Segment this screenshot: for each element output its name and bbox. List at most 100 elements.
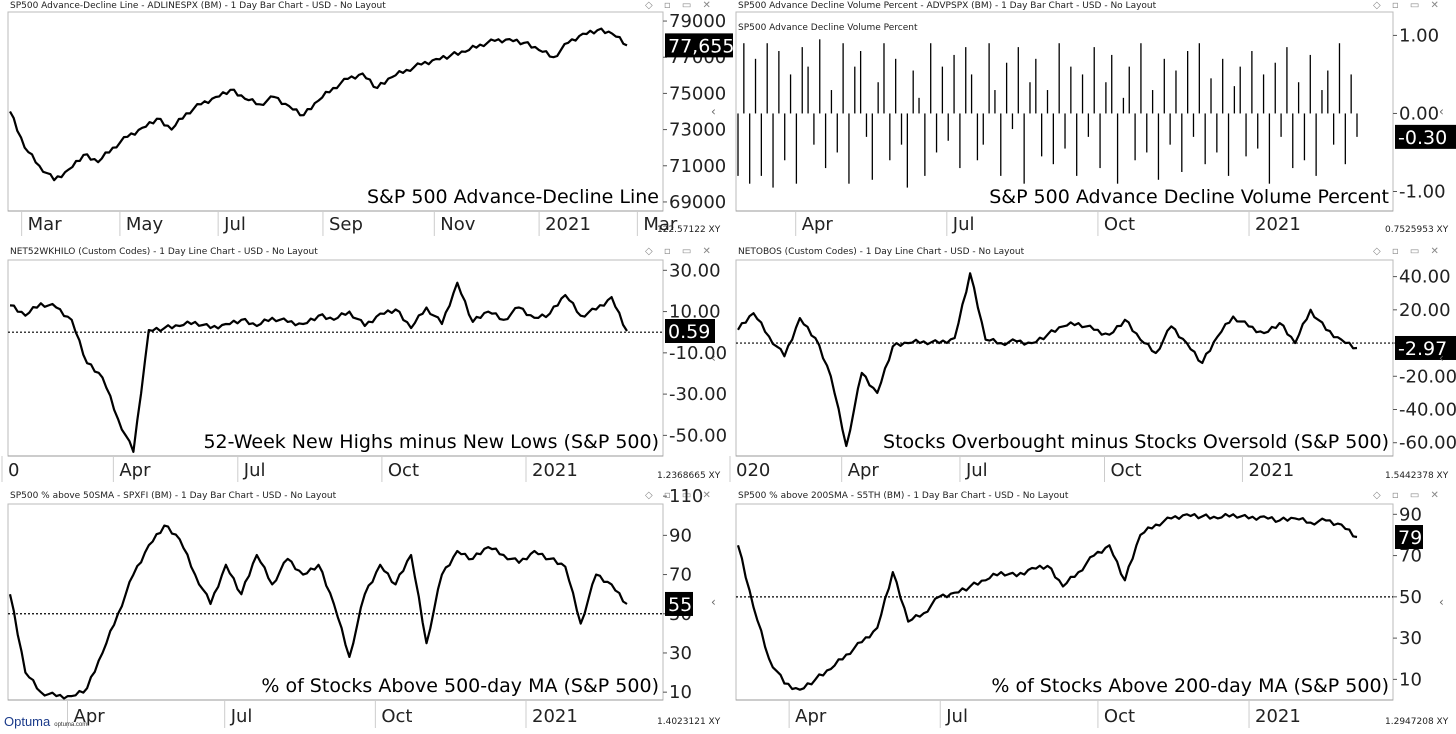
y-tick-label: 20.00	[1399, 300, 1451, 321]
x-tick-label: Mar	[643, 214, 678, 235]
collapse-arrow-icon[interactable]: ‹	[1439, 595, 1444, 609]
x-tick-label: 2021	[545, 214, 591, 235]
chart-subtitle: SP500 Advance Decline Volume Percent	[738, 23, 918, 33]
chart-panel-6[interactable]: SP500 % above 200SMA - S5TH (BM) - 1 Day…	[733, 490, 1451, 730]
y-tick-label: 0.00	[1399, 103, 1439, 124]
window-controls-icon[interactable]: ◇ ▫ ▭ ✕	[1373, 246, 1443, 257]
xy-toggle[interactable]: XY	[1433, 717, 1449, 727]
chart-title: Stocks Overbought minus Stocks Oversold …	[883, 431, 1389, 453]
plot-frame	[735, 259, 1394, 457]
last-value-box	[665, 33, 737, 58]
last-value-badge: 79	[1395, 525, 1423, 550]
chart-panel-1[interactable]: SP500 Advance-Decline Line - ADLINESPX (…	[5, 0, 737, 238]
x-tick-label: Oct	[381, 706, 412, 727]
y-tick-label: 30.00	[669, 260, 721, 281]
chart-header: SP500 % above 200SMA - S5TH (BM) - 1 Day…	[738, 491, 1069, 501]
footer-scale-value: 1.2947208	[1385, 717, 1434, 727]
collapse-arrow-icon[interactable]: ‹	[1439, 105, 1444, 119]
plot-frame	[7, 259, 664, 457]
y-tick-label: 40.00	[1399, 267, 1451, 288]
x-tick-label: 2021	[1255, 214, 1301, 235]
y-tick-label: -1.00	[1399, 181, 1446, 202]
x-tick-label: Jul	[243, 460, 266, 481]
window-controls-icon[interactable]: ◇ ▫ ▭ ✕	[1373, 0, 1443, 11]
data-series-line	[9, 27, 628, 182]
footer-scale-value: 1.5442378	[1385, 471, 1434, 481]
window-controls-icon[interactable]: ◇ ▫ ▭ ✕	[645, 246, 715, 257]
y-tick-label: 75000	[669, 83, 726, 104]
last-value-box	[665, 591, 693, 616]
last-value-label: 77,655	[668, 35, 734, 57]
x-tick-label: Sep	[329, 214, 363, 235]
window-controls-icon[interactable]: ◇ ▫ ▭ ✕	[645, 490, 715, 501]
y-tick-label: -40.00	[1399, 399, 1456, 420]
footer-scale-value: 0.7525953	[1385, 225, 1434, 235]
x-tick-label: 2021	[532, 460, 578, 481]
x-tick-label: 2021	[532, 706, 578, 727]
y-tick-label: -30.00	[669, 384, 727, 405]
last-value-label: 79	[1398, 527, 1422, 549]
last-value-box	[1395, 124, 1456, 149]
collapse-arrow-icon[interactable]: ‹	[711, 105, 716, 119]
last-value-badge: -0.30	[1395, 124, 1456, 149]
y-tick-label: 110	[669, 486, 703, 507]
x-tick-label: Mar	[28, 214, 63, 235]
footer-scale: 1.4023121 XY	[657, 717, 720, 727]
window-controls-icon[interactable]: ◇ ▫ ▭ ✕	[1373, 490, 1443, 501]
plot-frame	[735, 503, 1394, 701]
plot-frame	[735, 11, 1394, 212]
data-series-line	[8, 524, 628, 700]
y-tick-label: 73000	[669, 120, 726, 141]
chart-header: NETOBOS (Custom Codes) - 1 Day Line Char…	[738, 247, 1025, 257]
last-value-badge: 77,655	[665, 33, 737, 58]
xy-toggle[interactable]: XY	[1433, 471, 1449, 481]
last-value-badge: 55	[665, 591, 693, 616]
xy-toggle[interactable]: XY	[705, 471, 721, 481]
x-tick-label: Nov	[440, 214, 475, 235]
last-value-label: -2.97	[1398, 338, 1447, 360]
footer-scale-value: 122.57122	[657, 225, 706, 235]
y-tick-label: 10	[669, 682, 692, 703]
chart-panel-5[interactable]: SP500 % above 50SMA - SPXFI (BM) - 1 Day…	[5, 486, 723, 730]
last-value-badge: 0.59	[665, 318, 715, 343]
x-tick-label: Apr	[74, 706, 106, 727]
chart-header: SP500 Advance-Decline Line - ADLINESPX (…	[10, 1, 386, 11]
xy-toggle[interactable]: XY	[1433, 225, 1449, 235]
chart-header: NET52WKHILO (Custom Codes) - 1 Day Line …	[10, 247, 318, 257]
x-tick-label: May	[126, 214, 164, 235]
y-tick-label: -50.00	[669, 425, 727, 446]
data-series-line	[9, 281, 628, 453]
collapse-arrow-icon[interactable]: ‹	[711, 351, 716, 365]
footer-scale: 1.2368665 XY	[657, 471, 720, 481]
chart-panel-2[interactable]: SP500 Advance Decline Volume Percent - A…	[733, 0, 1456, 238]
y-tick-label: -60.00	[1399, 433, 1456, 454]
plot-frame	[7, 11, 664, 212]
optuma-logo: Optuma optuma.com	[4, 714, 87, 729]
brand-name: Optuma	[4, 714, 51, 729]
data-series-line	[736, 512, 1358, 691]
chart-panel-3[interactable]: NET52WKHILO (Custom Codes) - 1 Day Line …	[1, 246, 727, 484]
x-tick-label: Jul	[952, 214, 975, 235]
chart-panel-4[interactable]: NETOBOS (Custom Codes) - 1 Day Line Char…	[729, 246, 1456, 484]
collapse-arrow-icon[interactable]: ‹	[711, 595, 716, 609]
y-tick-label: 69000	[669, 192, 726, 213]
last-value-label: 0.59	[668, 321, 710, 343]
y-tick-label: 30	[1399, 628, 1422, 649]
x-tick-label: 020	[736, 460, 770, 481]
window-controls-icon[interactable]: ◇ ▫ ▭ ✕	[645, 0, 715, 11]
y-tick-label: 70	[669, 565, 692, 586]
y-tick-label: 79000	[669, 11, 726, 32]
y-tick-label: 70	[1399, 546, 1422, 567]
x-tick-label: Apr	[802, 214, 834, 235]
xy-toggle[interactable]: XY	[705, 225, 721, 235]
x-tick-label: 2021	[1248, 460, 1294, 481]
x-tick-label: Jul	[945, 706, 968, 727]
x-tick-label: 0	[8, 460, 19, 481]
chart-header: SP500 Advance Decline Volume Percent - A…	[738, 1, 1157, 11]
data-series-line	[737, 272, 1358, 448]
xy-toggle[interactable]: XY	[705, 717, 721, 727]
y-tick-label: 50	[1399, 587, 1422, 608]
chart-svg: -1.00 0.00 1.00 Apr Jul Oct 2021 S&P 500 Advanc…	[735, 11, 1456, 236]
chart-svg: 1030507090110AprJulOct2021% of Stocks Ab…	[7, 486, 716, 728]
collapse-arrow-icon[interactable]: ‹	[1439, 351, 1444, 365]
